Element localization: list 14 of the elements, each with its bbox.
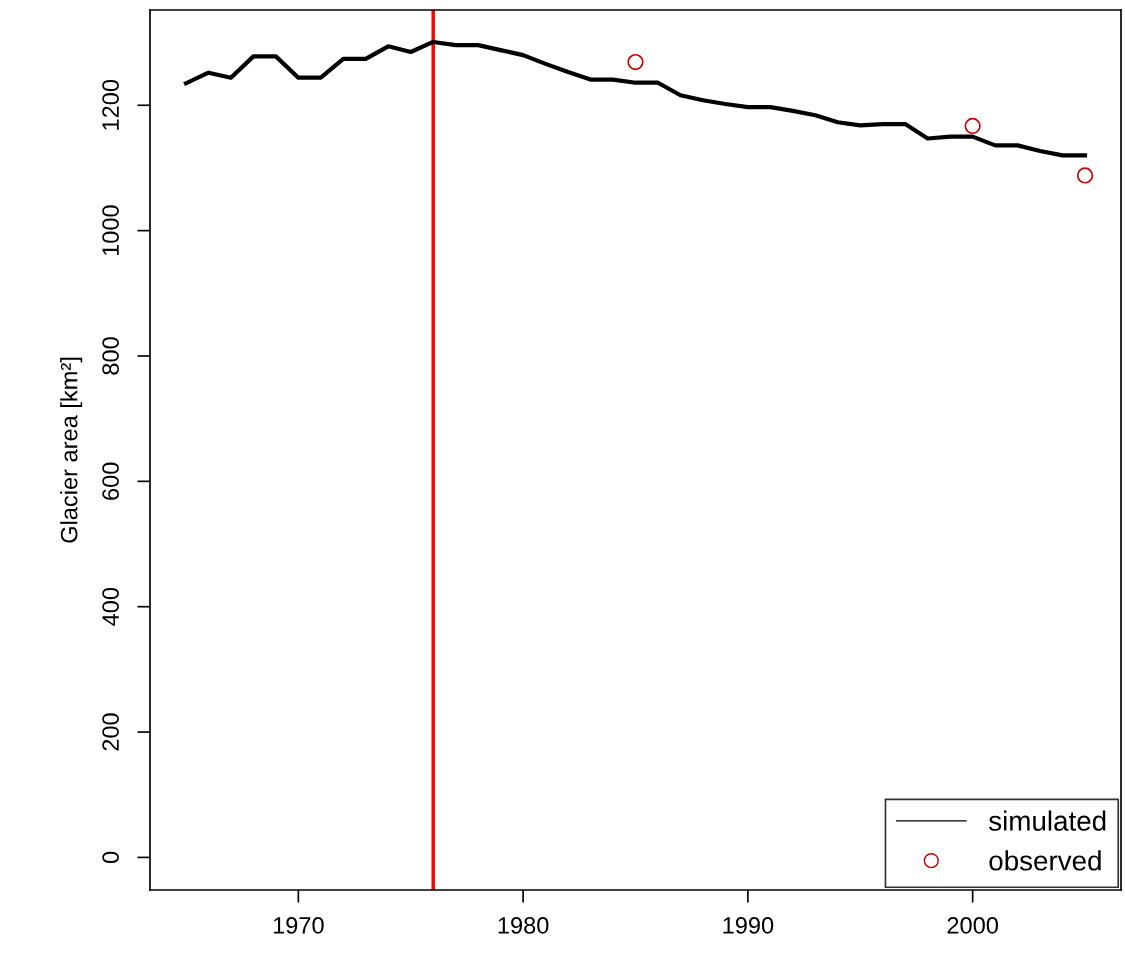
x-tick-label: 2000 (947, 917, 998, 934)
y-tick-label: 400 (102, 587, 119, 626)
x-tick-label: 1980 (498, 917, 549, 934)
y-tick-label: 1000 (102, 205, 119, 256)
x-tick-label: 1990 (723, 917, 774, 934)
x-tick-label: 1970 (273, 917, 324, 934)
legend-label: observed (989, 850, 1101, 871)
y-tick-label: 800 (102, 337, 119, 375)
y-tick-label: 1200 (102, 79, 119, 130)
y-axis-title: Glacier area [km²] (60, 357, 83, 543)
y-tick-label: 600 (102, 462, 119, 500)
legend-label: simulated (989, 810, 1106, 831)
y-tick-label: 200 (102, 713, 119, 751)
y-tick-label: 0 (102, 851, 119, 864)
